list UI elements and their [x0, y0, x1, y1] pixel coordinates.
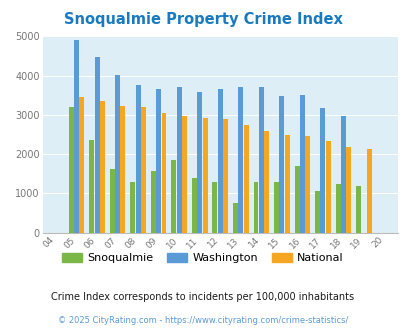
Bar [243, 125, 248, 233]
Bar [109, 169, 115, 233]
Bar [68, 107, 73, 233]
Bar [161, 113, 166, 233]
Text: © 2025 CityRating.com - https://www.cityrating.com/crime-statistics/: © 2025 CityRating.com - https://www.city… [58, 316, 347, 325]
Text: Crime Index corresponds to incidents per 100,000 inhabitants: Crime Index corresponds to incidents per… [51, 292, 354, 302]
Bar [325, 141, 330, 233]
Bar [141, 107, 145, 233]
Bar [94, 57, 99, 233]
Bar [100, 102, 104, 233]
Bar [355, 185, 360, 233]
Bar [294, 166, 299, 233]
Bar [314, 191, 319, 233]
Bar [284, 135, 289, 233]
Bar [217, 89, 222, 233]
Bar [156, 89, 161, 233]
Bar [176, 87, 181, 233]
Bar [299, 95, 304, 233]
Bar [135, 85, 140, 233]
Legend: Snoqualmie, Washington, National: Snoqualmie, Washington, National [59, 249, 346, 267]
Bar [212, 182, 217, 233]
Bar [264, 131, 269, 233]
Bar [79, 97, 84, 233]
Bar [89, 140, 94, 233]
Bar [171, 160, 176, 233]
Bar [223, 119, 228, 233]
Bar [258, 87, 263, 233]
Bar [120, 106, 125, 233]
Bar [130, 182, 135, 233]
Bar [253, 182, 258, 233]
Bar [74, 40, 79, 233]
Bar [305, 136, 309, 233]
Bar [340, 115, 345, 233]
Bar [202, 118, 207, 233]
Bar [345, 147, 350, 233]
Bar [320, 108, 324, 233]
Bar [192, 179, 196, 233]
Bar [273, 182, 278, 233]
Bar [197, 92, 202, 233]
Bar [366, 149, 371, 233]
Bar [151, 171, 156, 233]
Text: Snoqualmie Property Crime Index: Snoqualmie Property Crime Index [64, 12, 341, 26]
Bar [238, 87, 243, 233]
Bar [115, 75, 120, 233]
Bar [232, 203, 237, 233]
Bar [279, 96, 284, 233]
Bar [181, 116, 187, 233]
Bar [335, 184, 340, 233]
